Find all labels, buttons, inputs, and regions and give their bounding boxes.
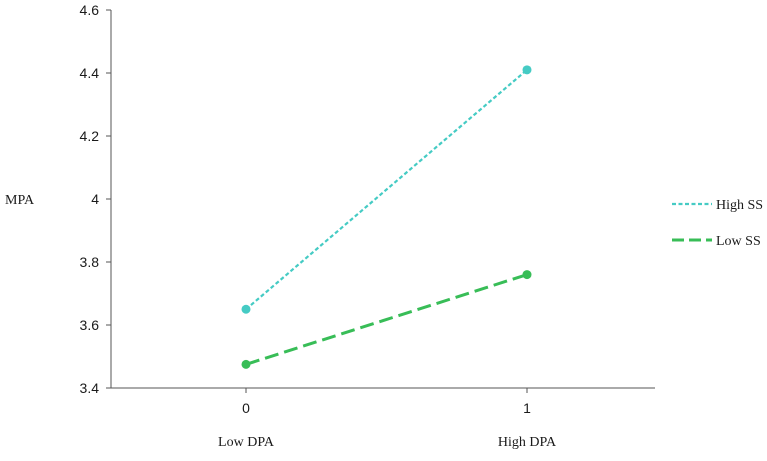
data-point [522,65,532,75]
x-category-label: High DPA [498,435,557,450]
legend-label: Low SS [716,234,761,249]
legend-label: High SS [716,198,763,213]
series-0 [241,65,532,314]
series-line [245,273,528,366]
y-tick-label: 3.8 [80,254,100,270]
y-tick-label: 4.6 [80,2,100,18]
series-line [245,69,528,311]
data-point [241,359,251,369]
x-tick-label: 1 [523,400,531,416]
y-tick-label: 4 [91,191,99,207]
legend-item: Low SS [672,234,761,249]
series-layer [241,65,532,369]
y-axis-title: MPA [5,193,35,208]
y-tick-label: 4.2 [80,128,100,144]
legend-item: High SS [672,198,763,213]
y-tick-label: 4.4 [80,65,100,81]
data-point [241,304,251,314]
y-tick-label: 3.6 [80,317,100,333]
y-tick-label: 3.4 [80,380,100,396]
data-point [522,270,532,280]
legend: High SS Low SS [672,198,763,249]
axes: 3.4 3.6 3.8 4 4.2 4.4 4.6 0 Low DPA 1 High DPA [80,2,655,450]
x-category-label: Low DPA [218,435,275,450]
x-tick-label: 0 [242,400,250,416]
series-1 [241,270,532,369]
